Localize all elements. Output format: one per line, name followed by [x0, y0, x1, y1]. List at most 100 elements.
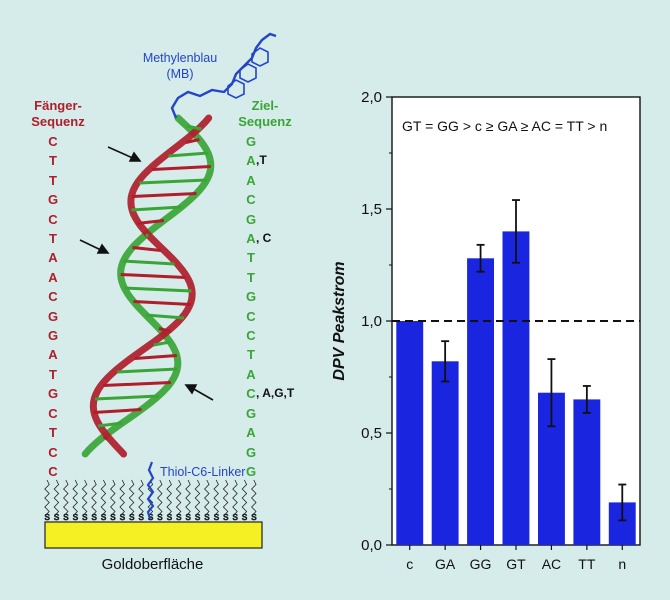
base-pair-rung-12: [124, 286, 192, 293]
dpv-bar-chart: 0,0 0,5 1,0 1,5 2,0 c GA GG GT AC TT n GT = GG > c…: [331, 89, 641, 572]
methylene-blue-molecule: [170, 32, 277, 119]
sam-sulfur-8: S: [120, 513, 125, 522]
base-pair-rung-14: [145, 313, 185, 320]
bar-TT: [573, 399, 601, 545]
target-base-7: T: [247, 269, 255, 285]
capture-base-2: T: [49, 172, 57, 188]
methylene-blue-label-line1: Methylenblau: [142, 51, 218, 65]
sam-sulfur-19: S: [223, 513, 228, 522]
target-sequence-title: Ziel- Sequenz: [234, 98, 296, 130]
sam-chain-3: [72, 479, 78, 517]
x-tick-label-c: c: [406, 556, 413, 572]
x-tick-label-AC: AC: [542, 556, 561, 572]
base-pair-rung-20: [95, 394, 159, 401]
sam-chain-4: [81, 479, 88, 517]
capture-sequence-title: Fänger- Sequenz: [27, 98, 89, 130]
target-base-6: T: [247, 250, 255, 266]
sam-chain-8: [119, 479, 125, 517]
sam-chain-15: [185, 479, 191, 517]
capture-title-line1: Fänger-: [34, 98, 82, 113]
target-base-8: G: [245, 289, 257, 305]
base-pair-rung-15: [158, 327, 172, 333]
methylene-blue-label-line2: (MB): [166, 67, 194, 81]
sam-sulfur-13: S: [167, 513, 172, 522]
capture-base-7: A: [48, 269, 58, 285]
chart-annotation: GT = GG > c ≥ GA ≥ AC = TT > n: [402, 118, 607, 134]
target-base-1: A: [246, 153, 256, 169]
capture-base-16: C: [48, 444, 58, 460]
mismatch-mark-2: , A,G,T: [256, 386, 295, 401]
y-tick-label-0: 0,0: [361, 537, 382, 554]
x-tick-label-GG: GG: [470, 556, 492, 572]
base-pair-rung-5: [132, 192, 197, 198]
y-tick-label-4: 2,0: [361, 89, 382, 106]
sam-chain-16: [194, 479, 201, 517]
base-pair-rung-9: [132, 246, 162, 252]
capture-strand-backbone: [89, 114, 213, 458]
sam-chain-2: [63, 479, 69, 517]
capture-base-13: G: [47, 386, 59, 402]
base-pair-rung-18: [117, 367, 178, 374]
capture-base-10: G: [47, 328, 59, 344]
x-tick-label-GA: GA: [435, 556, 456, 572]
base-pair-rung-2: [168, 151, 209, 158]
error-bar-TT: [582, 385, 591, 414]
sam-sulfur-9: S: [129, 513, 134, 522]
base-pair-rung-16: [153, 340, 171, 347]
target-base-9: C: [246, 308, 256, 324]
mismatch-arrows: [79, 146, 214, 401]
bar-GG: [467, 258, 494, 545]
error-bar-AC: [547, 358, 556, 428]
base-pair-rung-10: [123, 259, 175, 266]
capture-base-9: G: [47, 308, 59, 324]
sam-sulfur-21: S: [242, 513, 247, 522]
base-pair-rung-19: [103, 381, 171, 387]
target-base-11: T: [247, 347, 255, 363]
target-base-0: G: [245, 134, 257, 149]
capture-base-17: C: [48, 463, 58, 479]
sam-sulfur-5: S: [92, 513, 97, 522]
error-bar-n: [618, 483, 627, 522]
base-pair-rung-23: [102, 435, 109, 441]
base-pair-rung-4: [139, 178, 207, 185]
capture-base-3: G: [47, 192, 59, 208]
sam-chain-0: [44, 479, 50, 517]
bar-GT: [502, 231, 530, 545]
sam-chain-18: [213, 479, 219, 517]
base-pair-rung-22: [97, 421, 123, 428]
capture-base-14: C: [48, 405, 58, 421]
sam-chain-9: [128, 479, 135, 517]
target-base-15: A: [246, 425, 256, 441]
target-strand-backbone: [81, 114, 215, 458]
sam-sulfur-14: S: [176, 513, 181, 522]
sam-sulfur-15: S: [186, 513, 191, 522]
sam-chain-22: [251, 479, 257, 517]
methylene-blue-label: Methylenblau (MB): [125, 50, 235, 82]
capture-base-5: T: [49, 231, 57, 247]
sam-sulfur-12: S: [157, 513, 162, 522]
capture-base-1: T: [49, 153, 57, 169]
mismatch-mark-0: ,T: [256, 153, 267, 168]
capture-base-4: C: [48, 211, 58, 227]
sam-chain-13: [166, 479, 172, 517]
y-axis-label: DPV Peakstrom: [331, 261, 348, 380]
gold-surface-label: Goldoberfläche: [101, 556, 204, 573]
sam-chain-6: [100, 479, 107, 517]
base-pair-rung-8: [145, 233, 149, 238]
sam-chain-10: [138, 479, 144, 517]
thiol-linker-chain: [146, 461, 155, 520]
y-tick-label-2: 1,0: [361, 313, 382, 330]
x-tick-label-GT: GT: [506, 556, 526, 572]
sam-chain-5: [91, 479, 97, 517]
capture-base-11: A: [48, 347, 58, 363]
sam-chain-17: [204, 479, 210, 517]
error-bar-GT: [512, 199, 520, 264]
sam-sulfur-3: S: [73, 513, 78, 522]
gold-surface: [44, 521, 263, 549]
target-base-3: C: [246, 192, 256, 208]
error-bar-GG: [476, 243, 485, 273]
sam-sulfur-18: S: [214, 513, 219, 522]
